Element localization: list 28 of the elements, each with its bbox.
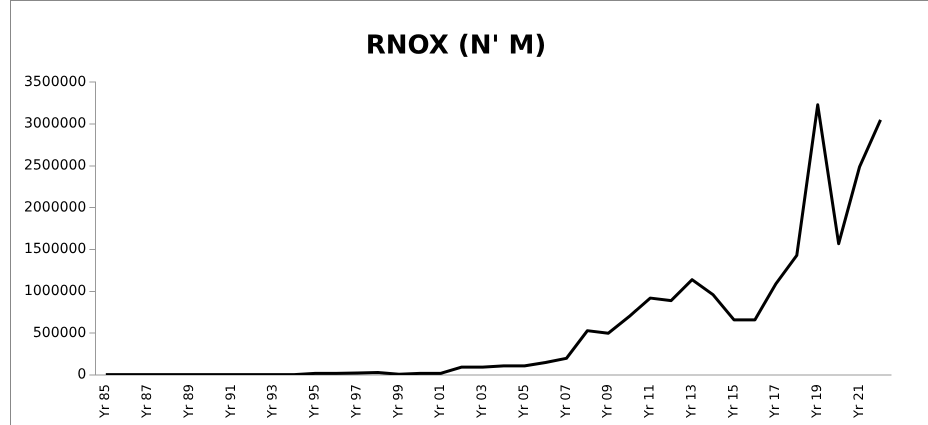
y-tick-label: 1000000 — [24, 283, 86, 300]
y-tick-label: 2500000 — [24, 158, 86, 174]
x-tick-label: Yr 85 — [98, 384, 114, 420]
x-tick-label: Yr 09 — [600, 384, 616, 420]
y-tick-label: 1500000 — [24, 241, 86, 258]
x-tick-label: Yr 19 — [810, 384, 826, 420]
x-tick-label: Yr 93 — [266, 384, 281, 420]
x-tick-label: Yr 91 — [224, 384, 239, 420]
x-tick-label: Yr 11 — [642, 384, 658, 420]
y-tick-label: 3000000 — [24, 116, 86, 132]
x-tick-label: Yr 03 — [475, 384, 490, 420]
y-tick-label: 3500000 — [24, 74, 86, 90]
y-tick-label: 2000000 — [24, 199, 86, 216]
x-tick-label: Yr 05 — [516, 384, 532, 420]
x-tick-label: Yr 99 — [391, 384, 406, 420]
x-tick-label: Yr 97 — [349, 384, 364, 420]
x-tick-label: Yr 21 — [852, 384, 867, 420]
chart-title: RNOX (N' M) — [366, 30, 546, 60]
x-tick-label: Yr 87 — [140, 384, 156, 420]
x-tick-label: Yr 13 — [684, 384, 700, 420]
x-tick-label: Yr 95 — [308, 384, 323, 420]
x-tick-label: Yr 07 — [558, 384, 574, 420]
x-tick-label: Yr 89 — [182, 384, 197, 420]
x-tick-label: Yr 01 — [433, 384, 448, 420]
x-tick-label: Yr 17 — [768, 384, 784, 420]
y-tick-label: 500000 — [32, 324, 86, 341]
y-tick-label: 0 — [77, 366, 86, 383]
x-tick-label: Yr 15 — [726, 384, 742, 420]
